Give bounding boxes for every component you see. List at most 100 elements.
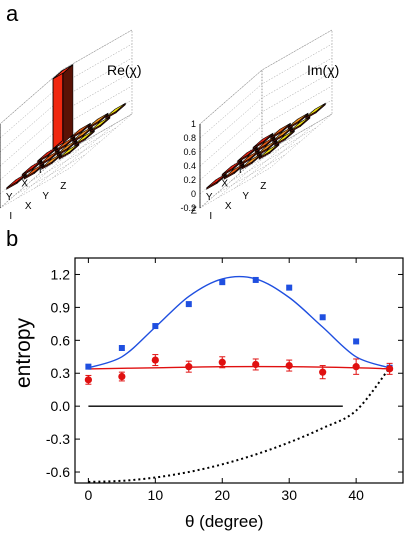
row-axis-label: I bbox=[39, 165, 42, 176]
data-point-circle bbox=[218, 358, 226, 366]
z-gridline bbox=[199, 57, 333, 153]
x-tick-label: 0 bbox=[84, 487, 92, 503]
z-gridline bbox=[199, 85, 333, 181]
bar-top-face bbox=[241, 153, 262, 169]
col-axis-label: X bbox=[225, 201, 232, 212]
bar-top-face bbox=[89, 116, 111, 132]
bar-XX bbox=[254, 136, 276, 153]
bar-YI bbox=[221, 159, 243, 177]
bar-top-face bbox=[221, 160, 243, 175]
data-point-square bbox=[85, 363, 92, 370]
series-line-5 bbox=[88, 367, 391, 483]
bar-top-face bbox=[23, 163, 45, 179]
bar-IX bbox=[270, 122, 291, 140]
bar-top-face bbox=[74, 130, 95, 145]
row-axis-label: X bbox=[21, 178, 28, 189]
bar-top-face bbox=[252, 133, 274, 148]
y-tick-label: -0.3 bbox=[46, 431, 70, 447]
bar-YZ bbox=[74, 129, 95, 147]
col-axis-label: Y bbox=[242, 191, 249, 202]
bar-top-face bbox=[272, 126, 293, 142]
data-point-circle bbox=[185, 363, 193, 371]
y-tick-label: -0.6 bbox=[46, 464, 70, 480]
bar-top-face bbox=[223, 163, 245, 179]
x-tick-label: 40 bbox=[348, 487, 364, 503]
y-tick-label: 0.0 bbox=[51, 398, 71, 414]
bar-ZX bbox=[223, 163, 245, 180]
bar-top-face bbox=[41, 153, 62, 169]
panel-label-a: a bbox=[6, 1, 19, 26]
bar-IX bbox=[70, 122, 91, 140]
bar-top-face bbox=[37, 146, 58, 162]
bar-XX bbox=[54, 136, 76, 153]
row-axis-label: Z bbox=[191, 205, 197, 216]
series-line-3 bbox=[88, 365, 390, 370]
bar-top-face bbox=[270, 123, 291, 138]
bar-YI bbox=[21, 159, 43, 177]
z-tick-label: 1 bbox=[191, 119, 196, 129]
bar-YX bbox=[39, 149, 60, 167]
bar-top-face bbox=[72, 126, 93, 142]
y-tick-label: 1.2 bbox=[51, 266, 71, 282]
bar-top-face bbox=[21, 160, 43, 175]
bar-top-face bbox=[258, 143, 280, 159]
im-chi-title: Im(χ) bbox=[307, 62, 339, 78]
bar-XZ bbox=[89, 116, 111, 133]
bar-top-face bbox=[54, 136, 76, 152]
data-point-circle bbox=[285, 361, 293, 370]
x-tick-label: 20 bbox=[214, 487, 230, 503]
row-axis-label: Y bbox=[6, 192, 13, 203]
bar-ZZ bbox=[58, 143, 80, 160]
bar-side-face bbox=[63, 64, 74, 144]
row-axis-label: I bbox=[239, 165, 242, 176]
bar-ZZ bbox=[258, 143, 280, 160]
entropy-plot: 0 10 20 30 40 -0.6 -0.3 0.0 0.3 0.6 0.9 1.2 bbox=[46, 257, 404, 503]
bar-YY bbox=[56, 139, 78, 157]
data-point-circle bbox=[151, 356, 159, 364]
series-line-2 bbox=[88, 275, 390, 369]
bar-top-face bbox=[287, 113, 309, 128]
row-axis-label: X bbox=[221, 178, 228, 189]
z-tick-label: 0.8 bbox=[183, 133, 196, 143]
data-point-square bbox=[319, 314, 326, 321]
z-gridline bbox=[199, 71, 333, 167]
floor-gridline bbox=[0, 167, 71, 209]
z-tick-label: -0.2 bbox=[180, 203, 196, 213]
col-axis-label: X bbox=[25, 201, 32, 212]
bar-top-face bbox=[105, 103, 126, 118]
floor-gridline bbox=[15, 154, 86, 195]
data-point-circle bbox=[386, 365, 394, 373]
data-point-circle bbox=[84, 376, 92, 384]
bar-top-face bbox=[239, 150, 260, 165]
bar-top-face bbox=[39, 150, 60, 165]
col-axis-label: Y bbox=[42, 191, 49, 202]
data-point-circle bbox=[319, 368, 327, 376]
bar-XI bbox=[37, 146, 58, 163]
bar-II bbox=[52, 64, 74, 150]
y-tick-label: 0.3 bbox=[51, 365, 71, 381]
col-axis-label: Z bbox=[60, 181, 66, 192]
data-point-square bbox=[118, 345, 125, 351]
bar-top-face bbox=[289, 116, 311, 132]
bar-top-face bbox=[305, 103, 326, 118]
bar-IZ bbox=[305, 102, 326, 120]
bar-ZI bbox=[206, 173, 227, 190]
y-tick-label: 0.6 bbox=[51, 332, 71, 348]
bar-ZY bbox=[41, 153, 62, 170]
x-tick-label: 10 bbox=[148, 487, 164, 503]
bar-XZ bbox=[289, 116, 311, 133]
bar-ZX bbox=[23, 163, 45, 180]
row-axis-label: Y bbox=[206, 192, 213, 203]
data-point-circle bbox=[118, 372, 126, 381]
floor-gridline bbox=[30, 140, 102, 182]
bar-IZ bbox=[105, 102, 126, 120]
y-axis-label: entropy bbox=[12, 317, 35, 388]
data-point-square bbox=[353, 338, 360, 345]
bar-ZY bbox=[241, 153, 262, 170]
bar-YZ bbox=[274, 129, 295, 147]
data-point-circle bbox=[252, 360, 260, 369]
bar-top-face bbox=[254, 136, 276, 152]
